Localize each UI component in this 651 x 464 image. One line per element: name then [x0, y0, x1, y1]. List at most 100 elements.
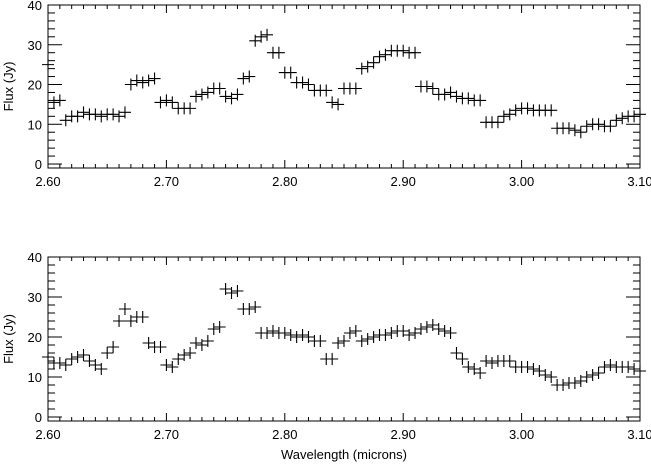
data-point-plus [207, 323, 220, 335]
top-panel: 2.60 2.70 2.80 2.90 3.00 3.10 0 10 20 30 40 Flux (J… [1, 0, 651, 189]
data-point-plus [95, 363, 108, 375]
data-point-plus [237, 72, 250, 85]
data-point-plus [53, 94, 66, 107]
x-tick-label: 2.80 [272, 174, 297, 189]
data-point-plus [338, 335, 350, 347]
data-point-plus [249, 301, 262, 313]
data-point-plus [107, 341, 120, 353]
data-point-plus [450, 90, 463, 103]
data-point-plus [409, 46, 422, 59]
data-point-plus [634, 365, 646, 377]
data-point-plus [89, 108, 102, 121]
data-point-plus [420, 80, 433, 93]
data-point-plus [503, 355, 516, 367]
data-point-plus [71, 351, 84, 363]
data-point-plus [166, 96, 179, 109]
data-point-plus [314, 335, 327, 347]
data-point-plus [95, 110, 108, 123]
data-point-plus [562, 122, 575, 135]
x-tick-label: 3.00 [509, 427, 534, 442]
y-tick-label: 20 [28, 330, 42, 345]
data-point-plus [367, 331, 380, 343]
data-point-plus [53, 357, 66, 369]
data-point-plus [154, 96, 167, 109]
data-point-plus [255, 30, 268, 43]
data-point-plus [592, 118, 605, 131]
data-point-plus [113, 315, 126, 327]
data-point-plus [574, 126, 587, 139]
x-tick-label: 2.70 [154, 174, 179, 189]
data-point-plus [403, 329, 416, 341]
data-point-plus [178, 349, 191, 361]
data-point-plus [545, 104, 558, 117]
data-point-plus [302, 78, 315, 91]
data-point-plus [136, 76, 149, 89]
data-point-plus [326, 353, 339, 365]
y-axis-label: Flux (Jy) [1, 314, 16, 364]
data-point-plus [426, 82, 439, 95]
data-point-plus [521, 102, 534, 115]
data-point-plus [604, 120, 617, 133]
data-point-plus [343, 327, 356, 339]
data-point-plus [604, 359, 617, 371]
x-tick-label: 3.00 [509, 174, 534, 189]
data-point-plus [213, 321, 226, 333]
data-point-plus [160, 94, 173, 107]
data-point-plus [349, 82, 362, 95]
y-tick-label: 0 [35, 157, 42, 172]
data-point-plus [622, 361, 635, 373]
data-point-plus [557, 379, 570, 391]
data-point-plus [450, 347, 463, 359]
data-point-plus [142, 74, 155, 87]
data-point-plus [379, 329, 392, 341]
data-point-plus [101, 347, 114, 359]
data-point-plus [190, 90, 202, 103]
data-point-plus [568, 377, 581, 389]
data-point-plus [160, 359, 173, 371]
data-point-plus [628, 363, 641, 375]
data-point-plus [296, 76, 309, 89]
data-point-plus [47, 96, 60, 109]
data-point-plus [580, 371, 593, 383]
data-point-plus [77, 349, 90, 361]
data-point-plus [219, 90, 232, 103]
data-point-plus [568, 124, 581, 137]
data-point-plus [367, 56, 380, 69]
data-point-plus [349, 325, 362, 337]
data-point-plus [190, 337, 202, 349]
data-point-plus [284, 329, 297, 341]
data-point-plus [154, 341, 167, 353]
data-point-plus [184, 347, 197, 359]
data-point-plus [290, 331, 303, 343]
x-tick-label: 2.70 [154, 427, 179, 442]
y-tick-label: 40 [28, 0, 42, 13]
data-point-plus [148, 72, 161, 85]
data-point-plus [462, 92, 475, 105]
data-point-plus [332, 98, 345, 111]
data-point-plus [284, 66, 297, 79]
data-point-plus [77, 106, 90, 119]
data-point-plus [486, 357, 498, 369]
data-point-plus [491, 116, 504, 129]
y-tick-label: 40 [28, 250, 42, 265]
data-point-plus [586, 369, 599, 381]
data-point-plus [420, 321, 433, 333]
y-tick-label: 20 [28, 78, 42, 93]
data-point-plus [592, 367, 605, 379]
data-point-plus [195, 88, 208, 101]
data-point-plus [320, 84, 333, 97]
data-point-plus [397, 44, 410, 57]
data-point-plus [326, 96, 339, 109]
data-point-plus [598, 361, 611, 373]
data-point-plus [59, 359, 72, 371]
data-point-plus [261, 28, 274, 41]
data-point-plus [243, 70, 256, 83]
data-point-plus [107, 108, 120, 121]
data-point-plus [355, 335, 368, 347]
data-point-plus [184, 102, 197, 115]
data-point-plus [610, 114, 623, 127]
data-point-plus [231, 285, 244, 297]
data-point-plus [136, 311, 149, 323]
data-point-plus [296, 329, 309, 341]
